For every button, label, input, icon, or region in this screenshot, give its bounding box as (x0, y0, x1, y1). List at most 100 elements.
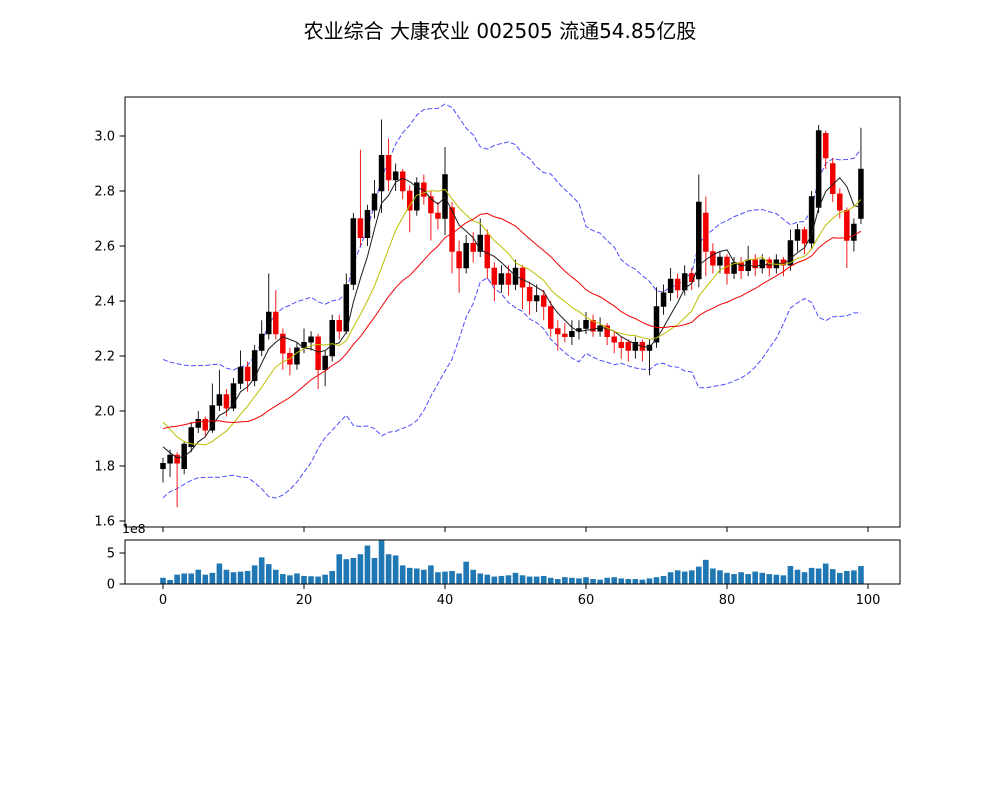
candle-body (350, 218, 357, 285)
volume-unit-label: 1e8 (122, 521, 146, 536)
candlesticks (160, 119, 864, 508)
x-tick-label: 0 (159, 593, 167, 608)
price-tick-label: 2.8 (94, 185, 115, 200)
ma10-line (162, 188, 862, 446)
candle-body (244, 366, 251, 381)
candle-body (696, 201, 702, 280)
volume-bar (421, 569, 427, 584)
candle-body (822, 133, 829, 159)
volume-bar (555, 579, 561, 584)
volume-bar (498, 575, 505, 584)
candle-body (710, 251, 716, 266)
volume-bar (378, 540, 385, 584)
candle-body (385, 155, 392, 181)
candle-body (540, 295, 547, 307)
volume-bar (519, 575, 526, 584)
candle-body (230, 383, 237, 409)
candle-body (484, 234, 491, 269)
candle-body (625, 342, 632, 351)
volume-bar (801, 572, 808, 584)
volume-bar (731, 574, 737, 584)
candle-body (258, 333, 265, 351)
candle-body (752, 259, 758, 269)
chart-title: 农业综合 大康农业 002505 流通54.85亿股 (304, 19, 697, 43)
volume-bar (858, 566, 864, 584)
volume-bar (258, 557, 265, 584)
candle-body (548, 306, 554, 329)
volume-bar (287, 575, 293, 584)
volume-bar (667, 572, 674, 584)
volume-bar (710, 568, 716, 584)
x-tick-label: 20 (296, 593, 313, 608)
volume-bar (759, 572, 766, 584)
volume-bar (308, 576, 314, 584)
candle-body (618, 342, 624, 348)
candle-body (167, 454, 173, 464)
volume-bar (195, 569, 202, 584)
volume-bar (780, 575, 787, 584)
volume-bar (315, 576, 321, 584)
volume-bar (639, 579, 646, 584)
volume-bar (625, 579, 632, 584)
volume-bar (696, 566, 702, 584)
volume-bar (181, 573, 187, 584)
price-panel-border (124, 96, 901, 528)
candle-body (477, 234, 483, 252)
candle-body (195, 419, 201, 428)
volume-bar (681, 571, 688, 584)
candle-body (597, 325, 603, 332)
volume-bar (364, 545, 371, 584)
volume-bar (216, 563, 223, 584)
candle-body (858, 168, 864, 219)
candle-body (851, 223, 857, 241)
candle-body (371, 193, 378, 211)
volume-bar (280, 574, 286, 584)
volume-bar (273, 569, 279, 584)
volume-bar (392, 555, 399, 584)
moving-averages (162, 177, 862, 459)
volume-bar (294, 573, 300, 584)
volume-bar (688, 570, 695, 584)
volume-bar (745, 574, 751, 584)
candle-body (308, 336, 314, 343)
candle-body (681, 273, 688, 291)
x-tick-label: 40 (437, 593, 454, 608)
candle-body (590, 320, 596, 332)
volume-bar (414, 568, 420, 584)
candle-body (533, 295, 540, 302)
volume-bar (357, 554, 364, 584)
volume-bar (837, 572, 843, 584)
volume-bar (385, 554, 392, 584)
candle-body (787, 240, 794, 266)
volume-bar (223, 569, 230, 584)
price-tick-label: 1.8 (94, 460, 115, 475)
candle-body (174, 454, 180, 464)
volume-bar (569, 577, 575, 584)
volume-bar (202, 574, 209, 584)
volume-bar (237, 571, 244, 584)
x-tick-label: 60 (578, 593, 595, 608)
candle-body (830, 163, 836, 194)
volume-bar (244, 570, 251, 584)
volume-bar (442, 571, 448, 584)
candle-body (392, 171, 399, 181)
candle-body (315, 336, 321, 370)
axes: 1.6 1.8 2.0 2.2 2.4 2.6 2.8 3.0 0 5 0 20 40 60 80 100 (94, 96, 901, 608)
candle-body (160, 463, 166, 469)
boll-lower-band-line (162, 277, 861, 499)
volume-bar (188, 573, 194, 584)
candle-body (449, 207, 455, 252)
volume-bar (738, 572, 744, 584)
volume-bar (822, 563, 829, 584)
candle-body (223, 394, 230, 409)
volume-bar (703, 559, 709, 584)
candle-body (519, 267, 526, 288)
candle-body (667, 278, 674, 293)
candle-body (216, 394, 223, 406)
candle-body (703, 212, 709, 252)
price-tick-label: 2.2 (94, 350, 115, 365)
ma20-line (162, 213, 862, 430)
candle-body (738, 262, 744, 271)
price-tick-label: 3.0 (94, 130, 115, 145)
candle-body (364, 210, 371, 238)
